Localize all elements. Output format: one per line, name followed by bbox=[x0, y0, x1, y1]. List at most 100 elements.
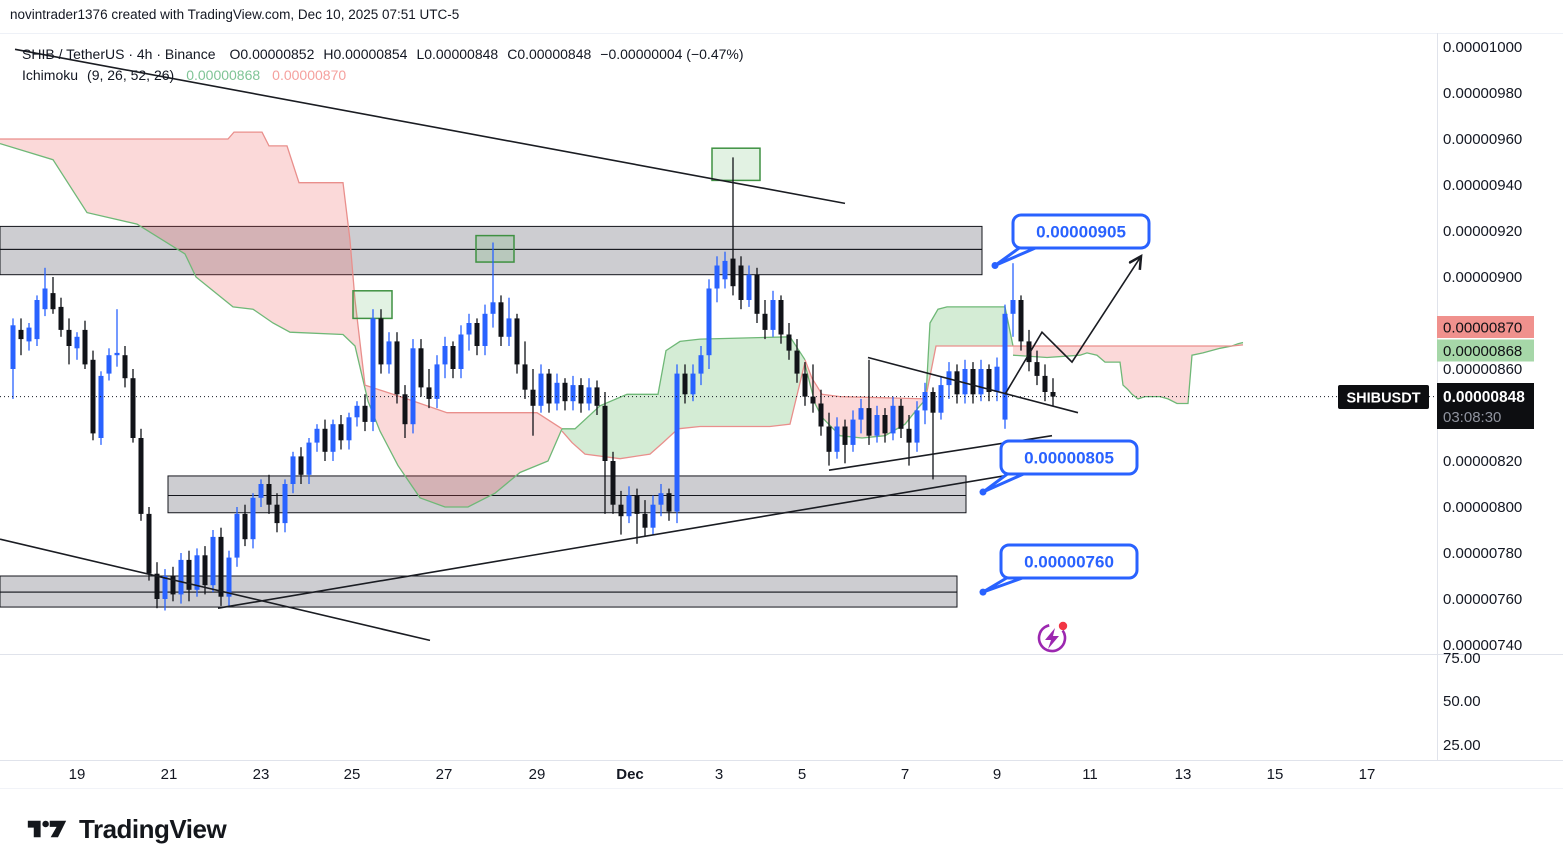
senkou-span-a-line bbox=[925, 306, 1014, 397]
candle-body bbox=[570, 385, 576, 402]
candle-body bbox=[802, 373, 808, 397]
indicator-name[interactable]: Ichimoku bbox=[22, 67, 79, 83]
candle-body bbox=[362, 405, 368, 422]
candle-body bbox=[1018, 300, 1024, 342]
candle-body bbox=[1042, 375, 1048, 392]
candle-body bbox=[330, 424, 336, 452]
candle-body bbox=[234, 513, 240, 558]
ohlc-high: H0.00000854 bbox=[323, 46, 408, 62]
trendline[interactable] bbox=[14, 48, 846, 205]
candle-body bbox=[426, 387, 432, 399]
supply-demand-zone[interactable] bbox=[167, 475, 967, 497]
candle-body bbox=[170, 576, 176, 595]
highlight-box[interactable] bbox=[475, 234, 515, 263]
candle-body bbox=[706, 288, 712, 356]
candle-body bbox=[866, 408, 872, 436]
candle-body bbox=[618, 504, 624, 517]
candle-body bbox=[826, 426, 832, 452]
candle-body bbox=[610, 461, 616, 505]
candle-body bbox=[898, 405, 904, 429]
candle-body bbox=[914, 410, 920, 443]
candle-body bbox=[578, 385, 584, 404]
symbol-legend[interactable]: SHIB / TetherUS · 4h · Binance O0.0000085… bbox=[22, 44, 744, 86]
candle-body bbox=[986, 369, 992, 392]
candle-body bbox=[194, 555, 200, 590]
candle-body bbox=[698, 355, 704, 374]
supply-demand-zone[interactable] bbox=[0, 591, 958, 608]
senkou-span-a-line bbox=[804, 364, 927, 439]
supply-demand-zones[interactable] bbox=[0, 225, 983, 608]
tradingview-logo[interactable]: TradingView bbox=[26, 813, 227, 845]
candle-body bbox=[546, 373, 552, 404]
price-tick-label: 0.00001000 bbox=[1443, 39, 1522, 56]
candle-body bbox=[602, 405, 608, 461]
candle-body bbox=[154, 573, 160, 599]
price-callout[interactable]: 0.00000805 bbox=[979, 439, 1139, 496]
price-callout[interactable]: 0.00000905 bbox=[991, 213, 1151, 269]
candle-body bbox=[506, 318, 512, 337]
supply-demand-zone[interactable] bbox=[0, 575, 958, 593]
candle-body bbox=[26, 327, 32, 342]
candle-body bbox=[346, 417, 352, 441]
senkou-a-axis-badge bbox=[1437, 339, 1534, 362]
callout-box[interactable] bbox=[1011, 213, 1151, 250]
lightning-icon bbox=[1045, 628, 1059, 649]
trendline[interactable] bbox=[217, 464, 1066, 609]
projection-arrow[interactable] bbox=[1004, 256, 1141, 395]
sub-pane-tick-label: 75.00 bbox=[1443, 650, 1481, 667]
candle-body bbox=[658, 493, 664, 505]
candle-body bbox=[498, 302, 504, 337]
price-tick-label: 0.00000960 bbox=[1443, 131, 1522, 148]
candle-body bbox=[666, 493, 672, 512]
indicator-row[interactable]: Ichimoku (9, 26, 52, 26) 0.00000868 0.00000… bbox=[22, 65, 744, 86]
candle-body bbox=[122, 355, 128, 379]
time-scale[interactable]: 19 21 23 25 27 29 Dec 3 5 7 9 11 13 15 17 bbox=[69, 766, 1376, 783]
price-scale[interactable]: 0.00001000 0.00000980 0.00000960 0.00000940… bbox=[1338, 39, 1534, 654]
trendline[interactable] bbox=[867, 356, 1079, 414]
highlight-box[interactable] bbox=[711, 147, 761, 182]
price-callout[interactable]: 0.00000760 bbox=[979, 543, 1139, 596]
candle-body bbox=[634, 495, 640, 514]
candle-body bbox=[1026, 341, 1032, 363]
flash-icon[interactable] bbox=[1034, 620, 1070, 656]
candle-body bbox=[1002, 313, 1008, 420]
callout-anchor-dot bbox=[979, 488, 987, 496]
candle-body bbox=[138, 438, 144, 514]
candle-body bbox=[82, 329, 88, 365]
candle-body bbox=[442, 346, 448, 365]
symbol-price-tag bbox=[1338, 385, 1429, 409]
price-tick-label: 0.00000760 bbox=[1443, 591, 1522, 608]
candle-body bbox=[402, 394, 408, 425]
candle-body bbox=[378, 318, 384, 365]
callout-anchor-dot bbox=[991, 262, 999, 269]
candle-body bbox=[266, 484, 272, 505]
candle-body bbox=[106, 355, 112, 374]
callout-box[interactable] bbox=[999, 543, 1139, 580]
trendlines[interactable] bbox=[0, 48, 1079, 642]
time-tick-label: 13 bbox=[1175, 766, 1192, 783]
price-tick-label: 0.00000800 bbox=[1443, 499, 1522, 516]
candle-body bbox=[818, 403, 824, 427]
candle-body bbox=[274, 504, 280, 524]
candle-body bbox=[74, 336, 80, 349]
callout-box[interactable] bbox=[999, 439, 1139, 476]
time-tick-label: 15 bbox=[1267, 766, 1284, 783]
candle-body bbox=[994, 366, 1000, 392]
senkou-span-b-line bbox=[804, 359, 927, 400]
price-tick-label: 0.00000900 bbox=[1443, 269, 1522, 286]
sub-pane-scale[interactable]: 75.00 50.00 25.00 bbox=[1443, 650, 1481, 754]
supply-demand-zone[interactable] bbox=[167, 495, 967, 514]
candle-body bbox=[554, 382, 560, 404]
sub-pane-tick-label: 25.00 bbox=[1443, 737, 1481, 754]
candle-body bbox=[1010, 300, 1016, 314]
symbol-title[interactable]: SHIB / TetherUS · 4h · Binance bbox=[22, 46, 216, 62]
candle-body bbox=[178, 559, 184, 595]
candle-body bbox=[42, 288, 48, 310]
ohlc-open: O0.00000852 bbox=[229, 46, 315, 62]
ohlc-low: L0.00000848 bbox=[416, 46, 499, 62]
trendline[interactable] bbox=[0, 538, 431, 642]
candle-body bbox=[1050, 392, 1056, 397]
candle-body bbox=[642, 513, 648, 528]
candle-body bbox=[754, 274, 760, 314]
